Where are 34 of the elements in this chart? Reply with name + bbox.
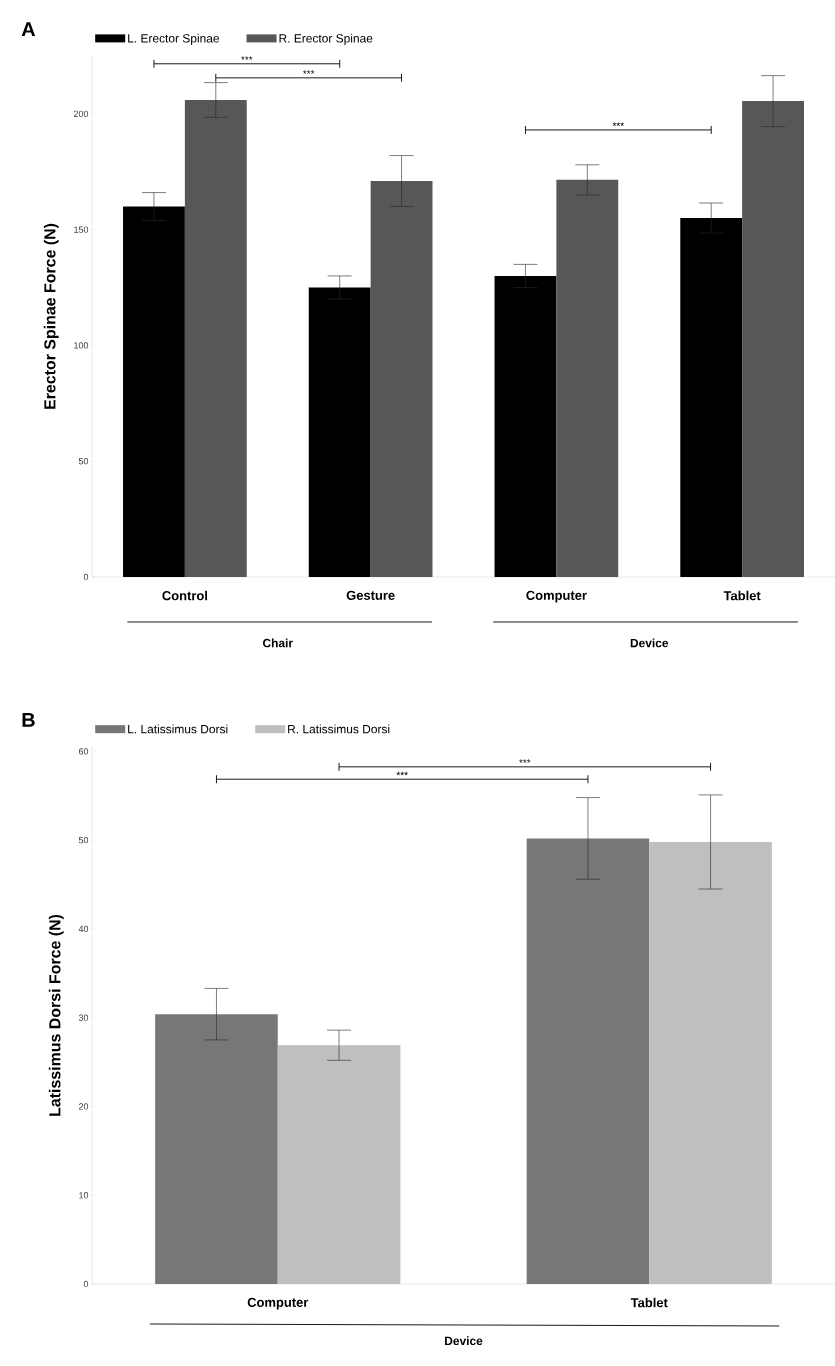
- annotation: ***: [519, 759, 531, 763]
- x-tick-label: Tablet: [630, 1297, 668, 1308]
- text: Device: [630, 638, 669, 648]
- y-tick-label: 60: [78, 748, 89, 755]
- y-tick-label: 50: [78, 458, 89, 465]
- legend-label: R. Erector Spinae: [279, 33, 373, 45]
- y-axis-title: Latissimus Dorsi Force (N): [48, 914, 64, 1116]
- y-tick-label: 200: [73, 110, 89, 118]
- annotation: ***: [241, 56, 253, 60]
- y-tick-label: 20: [78, 1103, 89, 1110]
- legend-label: R. Latissimus Dorsi: [288, 724, 390, 734]
- chart-title: B: [22, 713, 35, 727]
- y-tick-label: 50: [78, 837, 89, 844]
- legend-label: L. Erector Spinae: [128, 33, 219, 45]
- legend-label: L. Latissimus Dorsi: [128, 724, 228, 734]
- chart-title: A: [21, 22, 36, 37]
- x-axis-title: Device: [445, 1336, 483, 1346]
- annotation: ***: [612, 122, 624, 126]
- x-tick-label: Computer: [526, 590, 587, 603]
- y-tick-label: 30: [78, 1014, 89, 1021]
- y-tick-label: 10: [79, 1192, 89, 1199]
- y-tick-label: 100: [74, 342, 89, 349]
- x-tick-label: Control: [162, 590, 207, 601]
- y-tick-label: 150: [74, 226, 89, 233]
- x-tick-label: Computer: [247, 1297, 309, 1310]
- y-tick-label: 40: [78, 925, 89, 933]
- y-tick-label: 0: [83, 1280, 89, 1288]
- y-axis-title: Erector Spinae Force (N): [43, 223, 59, 409]
- x-tick-label: Gesture: [346, 590, 395, 600]
- annotation: ***: [303, 70, 315, 74]
- text: Chair: [262, 638, 293, 648]
- annotation: ***: [396, 771, 408, 776]
- y-tick-label: 0: [83, 573, 89, 581]
- x-tick-label: Tablet: [723, 590, 761, 601]
